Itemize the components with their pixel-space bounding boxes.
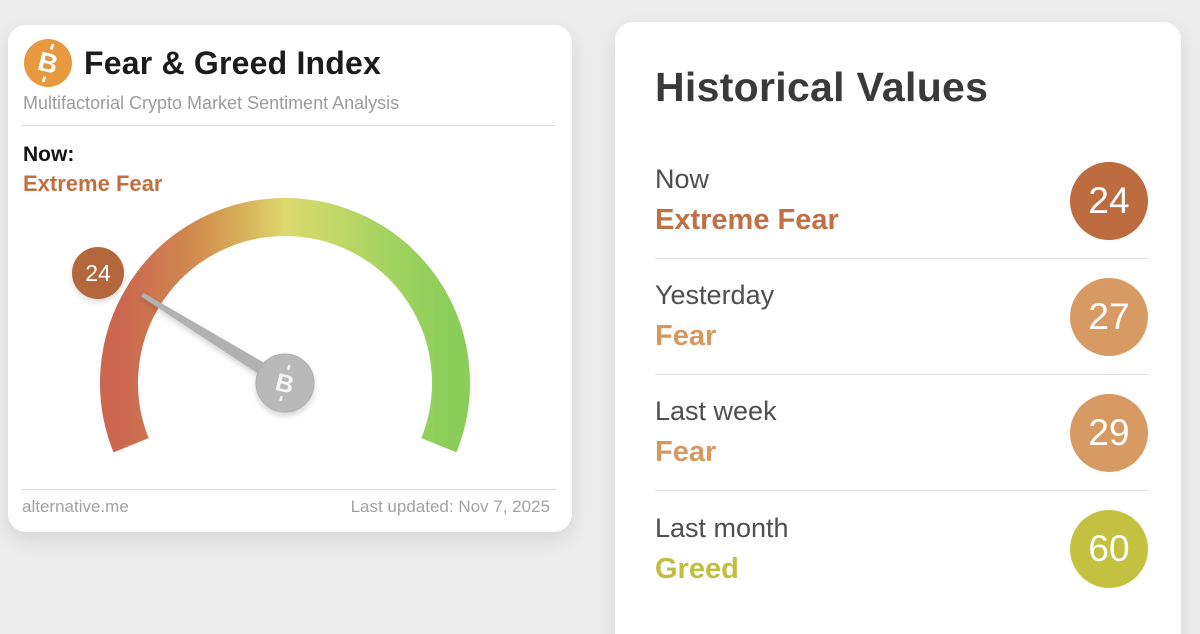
row-sentiment: Fear: [655, 436, 717, 468]
row-sentiment: Extreme Fear: [655, 204, 839, 236]
gauge-value-badge: 24: [72, 247, 124, 299]
now-sentiment: Extreme Fear: [23, 171, 163, 196]
gauge-card-header: B Fear & Greed Index: [24, 39, 381, 87]
gauge-needle: [140, 292, 289, 389]
row-period-label: Now: [655, 164, 710, 194]
last-updated-text: Last updated: Nov 7, 2025: [350, 497, 550, 516]
now-label: Now:: [23, 143, 75, 166]
historical-row-last-week: Last week Fear 29: [655, 375, 1148, 491]
historical-values-title: Historical Values: [655, 64, 989, 110]
page-title: Fear & Greed Index: [84, 44, 382, 81]
gauge-arc: [100, 198, 470, 453]
row-period-label: Last week: [655, 396, 777, 426]
historical-row-yesterday: Yesterday Fear 27: [655, 259, 1148, 375]
bitcoin-hub-icon: B: [255, 353, 315, 413]
row-period-label: Last month: [655, 512, 789, 543]
row-value-badge: 60: [1070, 510, 1148, 588]
gauge-card-footer: alternative.me Last updated: Nov 7, 2025: [22, 497, 550, 517]
historical-values-card: Historical Values Now Extreme Fear 24 Ye…: [615, 22, 1181, 634]
sentiment-gauge: B: [95, 195, 475, 465]
header-divider: [22, 125, 556, 126]
row-sentiment: Fear: [655, 320, 717, 352]
fear-greed-card: B Fear & Greed Index Multifactorial Cryp…: [8, 25, 572, 532]
bitcoin-icon: B: [24, 39, 72, 87]
historical-row-last-month: Last month Greed 60: [655, 491, 1148, 607]
row-value-badge: 27: [1070, 277, 1148, 356]
historical-rows: Now Extreme Fear 24 Yesterday Fear 27 La…: [655, 143, 1148, 607]
row-sentiment: Greed: [655, 552, 739, 585]
historical-row-now: Now Extreme Fear 24: [655, 143, 1148, 259]
footer-divider: [22, 489, 556, 490]
source-link[interactable]: alternative.me: [22, 497, 129, 516]
card-subtitle: Multifactorial Crypto Market Sentiment A…: [23, 93, 400, 113]
row-value-badge: 29: [1070, 393, 1148, 472]
row-period-label: Yesterday: [655, 280, 775, 310]
row-value-badge: 24: [1070, 161, 1148, 240]
